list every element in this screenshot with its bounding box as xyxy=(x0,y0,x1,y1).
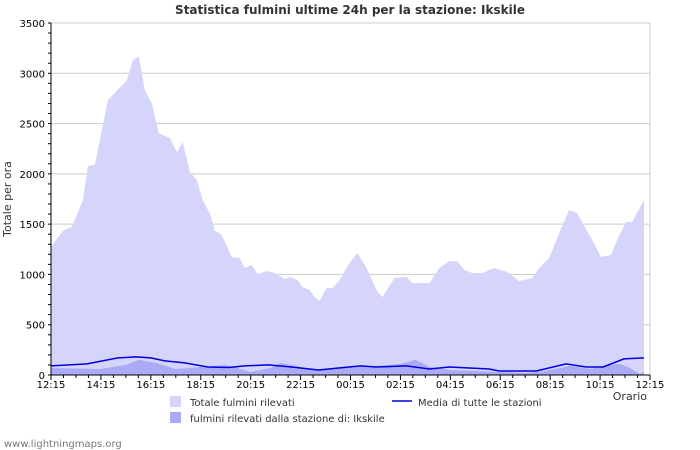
x-axis-label: Orario xyxy=(613,390,648,403)
legend-label-total: Totale fulmini rilevati xyxy=(189,398,295,409)
legend-label-station: fulmini rilevati dalla stazione di: Iksk… xyxy=(190,414,385,425)
x-tick-label: 04:15 xyxy=(436,380,465,391)
y-tick-label: 2500 xyxy=(20,120,45,131)
x-tick-label: 00:15 xyxy=(336,380,365,391)
average-all-stations-line xyxy=(50,356,645,372)
y-tick-label: 3500 xyxy=(20,19,45,30)
x-tick-label: 20:15 xyxy=(236,380,265,391)
y-tick-label: 1000 xyxy=(20,270,45,281)
y-tick-label: 2000 xyxy=(20,170,45,181)
x-tick-label: 14:15 xyxy=(87,380,116,391)
legend: Totale fulmini rilevati fulmini rilevati… xyxy=(170,396,542,425)
y-tick-label: 3000 xyxy=(20,69,45,80)
y-tick-label: 0 xyxy=(39,371,45,382)
chart-title: Statistica fulmini ultime 24h per la sta… xyxy=(175,3,525,17)
x-tick-label: 08:15 xyxy=(536,380,565,391)
series-areas xyxy=(50,56,645,376)
x-tick-label: 22:15 xyxy=(286,380,315,391)
y-axis-label: Totale per ora xyxy=(1,161,14,238)
x-tick-label: 06:15 xyxy=(486,380,515,391)
axes: 0 500 1000 1500 2000 2500 3000 3500 12:15 14:15 16… xyxy=(20,19,665,391)
legend-swatch-total xyxy=(170,396,181,407)
y-tick-label: 500 xyxy=(26,321,45,332)
legend-swatch-station xyxy=(170,412,181,423)
x-tick-label: 02:15 xyxy=(386,380,415,391)
x-tick-label: 10:15 xyxy=(586,380,615,391)
total-strikes-area xyxy=(51,56,645,376)
x-tick-label: 12:15 xyxy=(636,380,665,391)
footer-link[interactable]: www.lightningmaps.org xyxy=(4,439,122,450)
legend-label-average: Media di tutte le stazioni xyxy=(418,398,542,409)
x-tick-label: 18:15 xyxy=(186,380,215,391)
x-tick-label: 16:15 xyxy=(136,380,165,391)
y-tick-label: 1500 xyxy=(20,220,45,231)
x-tick-label: 12:15 xyxy=(37,380,66,391)
